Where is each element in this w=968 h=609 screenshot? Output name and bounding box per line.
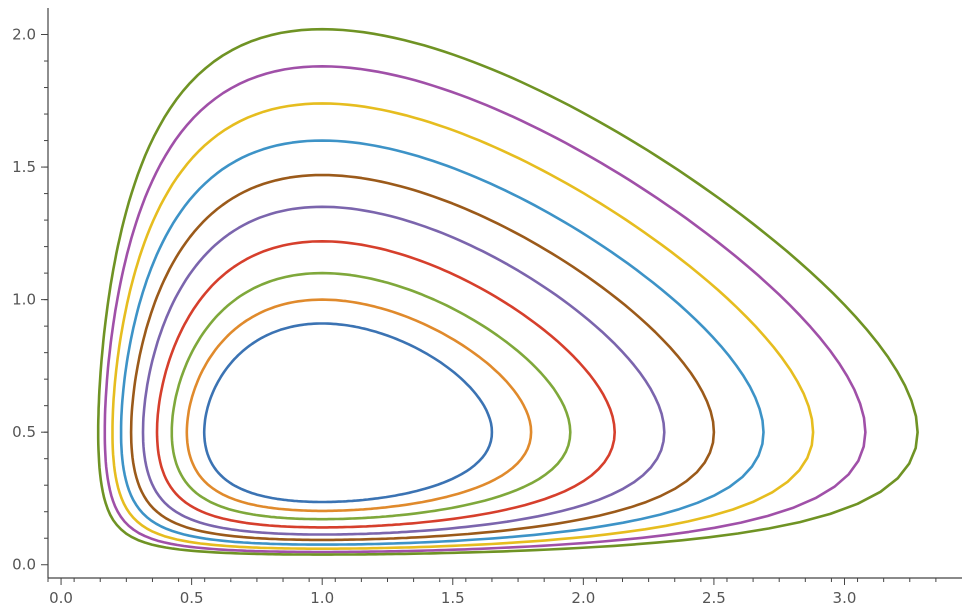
orbit-curve-2	[185, 298, 533, 513]
orbit-curve-9	[103, 65, 867, 554]
x-tick-label: 1.0	[310, 589, 334, 607]
y-tick-label: 2.0	[12, 26, 36, 44]
orbit-curves	[96, 27, 919, 556]
x-tick-label: 2.0	[571, 589, 595, 607]
y-tick-label: 0.5	[12, 423, 36, 441]
orbit-curve-8	[111, 102, 815, 550]
x-tick-label: 0.5	[180, 589, 204, 607]
axis-ticks: 0.0 0.5 1.0 1.5 2.0 2.5 3.0 0.0 0.5 1.0 1.5 2.0	[12, 26, 937, 607]
orbit-curve-1	[202, 322, 494, 504]
orbit-curve-7	[119, 139, 765, 546]
x-tick-label: 3.0	[833, 589, 857, 607]
x-tick-label: 0.0	[49, 589, 73, 607]
x-tick-label: 1.5	[441, 589, 465, 607]
axes	[47, 8, 962, 579]
y-tick-label: 1.5	[12, 158, 36, 176]
x-tick-label: 2.5	[702, 589, 726, 607]
orbit-curve-5	[141, 205, 666, 536]
orbit-curve-3	[170, 271, 572, 521]
orbit-curve-4	[155, 240, 616, 529]
y-tick-label: 0.0	[12, 556, 36, 574]
orbit-curve-6	[129, 173, 716, 542]
y-tick-label: 1.0	[12, 291, 36, 309]
orbit-curve-10	[96, 27, 919, 556]
